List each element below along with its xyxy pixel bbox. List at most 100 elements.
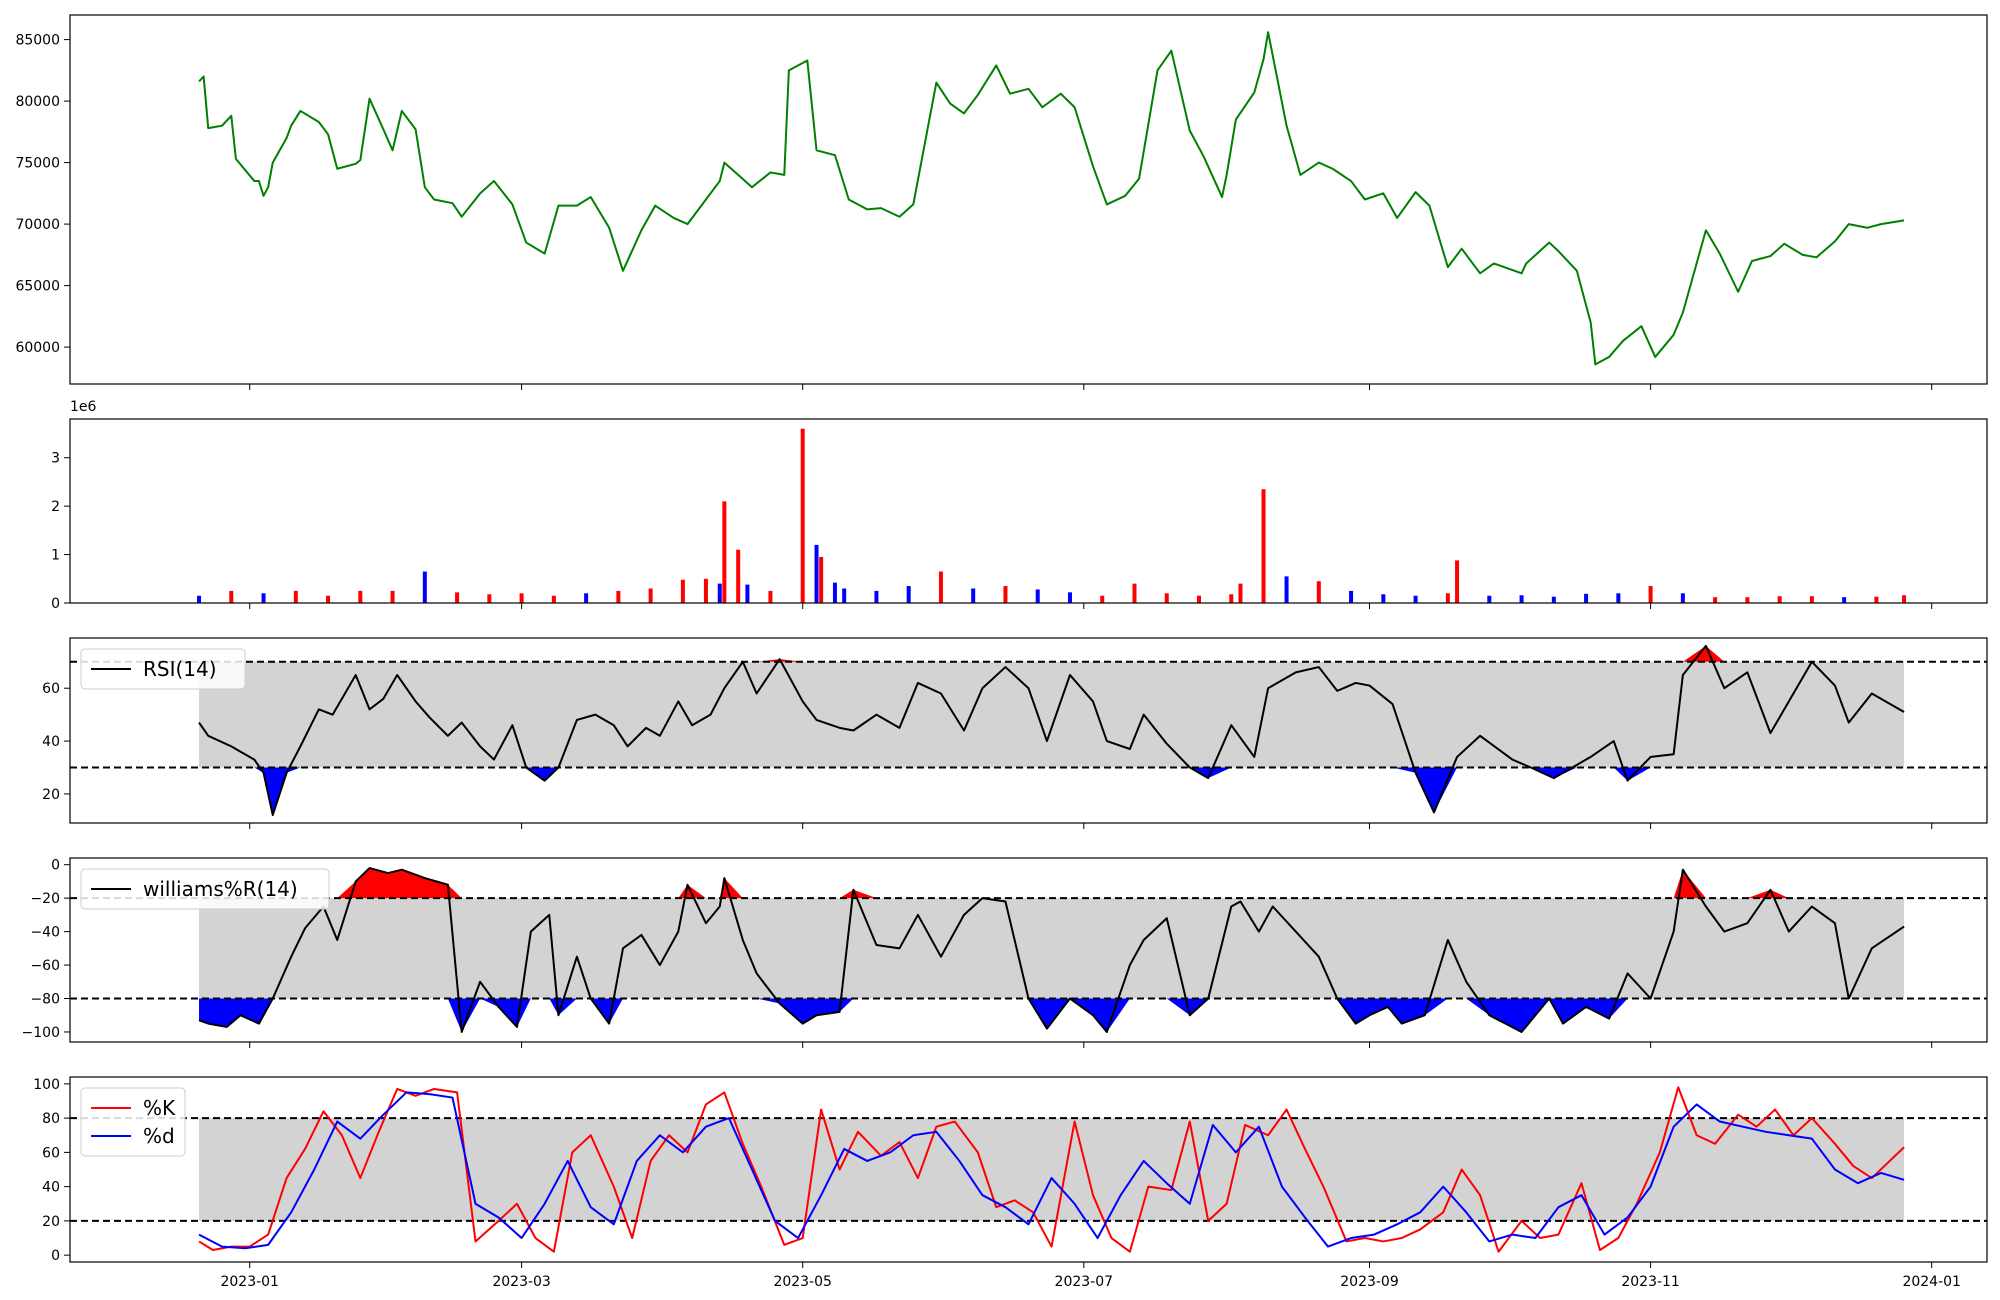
volume-bar: [1067, 592, 1072, 603]
volume-bar: [1616, 593, 1621, 603]
stochastic-plot-area: [70, 1086, 1987, 1253]
legend-box: [80, 1087, 186, 1157]
y-offset-label: 1e6: [70, 399, 97, 415]
volume-bar: [1809, 596, 1814, 603]
x-tick-label: 2023-01: [220, 1274, 279, 1290]
volume-bar: [938, 571, 943, 603]
volume-bar: [584, 593, 589, 603]
x-tick-label: 2023-05: [773, 1274, 832, 1290]
volume-axes-frame: [69, 418, 1988, 604]
volume-bar: [717, 583, 722, 603]
volume-bar: [722, 501, 727, 603]
volume-bar: [455, 592, 460, 603]
y-tick-label: 40: [42, 1180, 60, 1196]
y-tick-label: 100: [33, 1077, 60, 1093]
volume-bar: [1874, 596, 1879, 603]
legend-entry: RSI(14): [143, 657, 217, 681]
volume-bar: [390, 590, 395, 603]
y-tick-label: 85000: [15, 33, 60, 49]
volume-bar: [971, 588, 976, 603]
rsi-oversold-fill: [199, 767, 1905, 816]
volume-bar: [1713, 597, 1718, 603]
x-tick-label: 2023-09: [1340, 1274, 1399, 1290]
volume-bar: [1284, 576, 1289, 603]
rsi-series-line-rsi-14-: [198, 644, 1905, 817]
x-tick-label: 2024-01: [1902, 1274, 1961, 1290]
volume-bar: [832, 582, 837, 603]
stochastic-panel: 0 20 40 60 80 100 2023-01 2023-03 2023-05 2023-07…: [33, 1076, 1988, 1290]
volume-bar: [293, 590, 298, 603]
price-series-line-0: [198, 31, 1905, 366]
volume-bar: [519, 593, 524, 603]
volume-bar: [1164, 593, 1169, 603]
y-tick-label: 2: [51, 499, 60, 515]
volume-bar: [1842, 597, 1847, 603]
volume-bar: [1132, 583, 1137, 603]
legend-box: [80, 868, 330, 910]
volume-bar: [487, 594, 492, 603]
volume-bar: [874, 590, 879, 603]
volume-bar: [1445, 593, 1450, 603]
volume-bar: [358, 590, 363, 603]
y-tick-label: 65000: [15, 279, 60, 295]
y-tick-label: 40: [42, 734, 60, 750]
rsi-overbought-fill: [199, 645, 1905, 662]
volume-bar: [616, 590, 621, 603]
volume-bar: [422, 571, 427, 603]
volume-bar: [1680, 593, 1685, 603]
rsi-panel: 20 40 60 RSI(14): [42, 637, 1988, 829]
volume-bar: [680, 579, 685, 603]
volume-bar: [1197, 595, 1202, 603]
volume-bar: [1745, 597, 1750, 603]
y-tick-label: −40: [30, 925, 60, 941]
x-tick-label: 2023-07: [1055, 1274, 1114, 1290]
y-tick-label: 20: [42, 787, 60, 803]
legend-entry: %d: [143, 1124, 175, 1148]
volume-bar: [745, 584, 750, 603]
y-tick-label: 75000: [15, 156, 60, 172]
rsi-axes-frame: [69, 637, 1988, 824]
legend-entry: williams%R(14): [143, 877, 298, 901]
rsi-band: [199, 661, 1905, 768]
volume-bar: [1902, 595, 1907, 603]
y-tick-label: 60000: [15, 340, 60, 356]
y-tick-label: 1: [51, 548, 60, 564]
volume-bar: [736, 549, 741, 603]
williams-band: [199, 898, 1905, 999]
y-tick-label: −80: [30, 992, 60, 1008]
y-tick-label: −60: [30, 958, 60, 974]
volume-bar: [768, 590, 773, 603]
stochastic-series-line--d: [198, 1091, 1905, 1250]
x-tick-label: 2023-11: [1621, 1274, 1680, 1290]
y-tick-label: 0: [51, 596, 60, 612]
volume-bar: [1229, 594, 1234, 603]
williams-overbought-fill: [199, 868, 1905, 899]
volume-bar: [1035, 589, 1040, 603]
volume-bar: [229, 590, 234, 603]
volume-bar: [1413, 595, 1418, 603]
volume-bar: [551, 595, 556, 603]
williams-series-line-williams-r-14-: [198, 867, 1905, 1033]
volume-bar: [1519, 595, 1524, 603]
volume-bar: [1349, 590, 1354, 603]
price-panel: 60000 65000 70000 75000 80000 85000: [15, 14, 1988, 390]
volume-bar: [1261, 489, 1266, 603]
volume-bar: [703, 578, 708, 603]
volume-plot-area: [197, 428, 1907, 603]
volume-panel: 0 1 2 3 1e6: [51, 399, 1988, 612]
rsi-legend: RSI(14): [80, 648, 246, 690]
y-tick-label: 80000: [15, 94, 60, 110]
williams-legend: williams%R(14): [80, 868, 330, 910]
volume-bar: [800, 428, 805, 603]
volume-bar: [1003, 586, 1008, 603]
williams-oversold-fill: [199, 998, 1905, 1032]
x-tick-label: 2023-03: [492, 1274, 551, 1290]
volume-bar: [1381, 594, 1386, 603]
y-tick-label: 20: [42, 1214, 60, 1230]
volume-bar: [842, 588, 847, 603]
volume-bar: [1316, 581, 1321, 603]
volume-bar: [1777, 596, 1782, 603]
volume-bar: [197, 595, 202, 603]
y-tick-label: 60: [42, 681, 60, 697]
